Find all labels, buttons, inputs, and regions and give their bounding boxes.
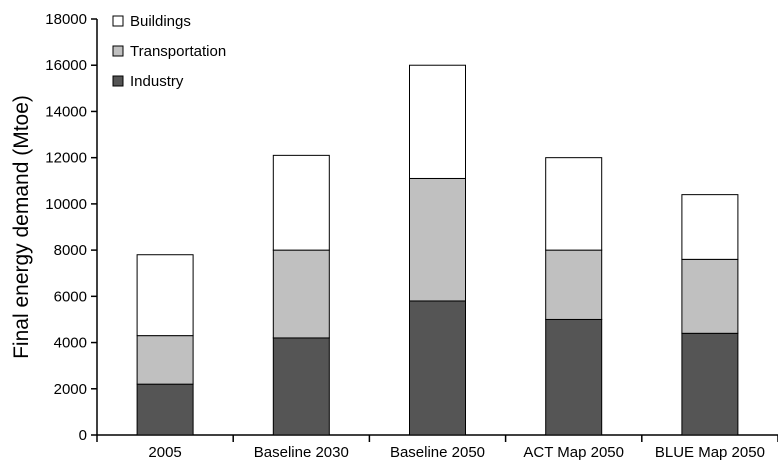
bar-segment-industry bbox=[681, 332, 739, 436]
y-axis-title: Final energy demand (Mtoe) bbox=[10, 95, 33, 359]
x-category-label: BLUE Map 2050 bbox=[655, 444, 765, 461]
legend: Buildings Transportation Industry bbox=[112, 13, 226, 90]
x-category-label: 2005 bbox=[148, 444, 181, 461]
bar-segment-buildings bbox=[272, 154, 330, 251]
y-tick-label: 16000 bbox=[45, 57, 87, 74]
legend-swatch-buildings bbox=[112, 15, 124, 27]
bar-segment-buildings bbox=[409, 64, 466, 179]
x-category-label: Baseline 2050 bbox=[390, 444, 485, 461]
x-category-label: Baseline 2030 bbox=[254, 444, 349, 461]
bar-segment-transportation bbox=[681, 258, 739, 334]
bar-segment-buildings bbox=[681, 194, 739, 260]
bar-segment-industry bbox=[545, 318, 603, 436]
bar-segment-industry bbox=[272, 337, 330, 436]
y-tick-label: 12000 bbox=[45, 150, 87, 167]
y-tick-label: 0 bbox=[79, 427, 87, 444]
legend-swatch-industry bbox=[112, 75, 124, 87]
bars bbox=[136, 64, 739, 436]
y-tick-label: 14000 bbox=[45, 103, 87, 120]
y-tick-label: 18000 bbox=[45, 11, 87, 28]
y-axis: 0 2000 4000 6000 8000 10000 12000 14000 16000 180… bbox=[45, 11, 98, 444]
bar-segment-industry bbox=[409, 300, 466, 436]
bar-segment-buildings bbox=[545, 157, 603, 251]
legend-label-industry: Industry bbox=[130, 73, 184, 90]
x-axis: 2005 Baseline 2030 Baseline 2050 ACT Map 20… bbox=[96, 434, 778, 461]
bar-segment-industry bbox=[136, 383, 194, 436]
bar-segment-transportation bbox=[272, 249, 330, 339]
y-tick-label: 4000 bbox=[54, 335, 87, 352]
y-tick-label: 10000 bbox=[45, 196, 87, 213]
y-tick-label: 8000 bbox=[54, 242, 87, 259]
y-tick-label: 2000 bbox=[54, 381, 87, 398]
bar-segment-transportation bbox=[545, 249, 603, 320]
legend-swatch-transportation bbox=[112, 45, 124, 57]
legend-label-transportation: Transportation bbox=[130, 43, 226, 60]
y-tick-label: 6000 bbox=[54, 288, 87, 305]
bar-segment-transportation bbox=[136, 335, 194, 385]
x-category-label: ACT Map 2050 bbox=[523, 444, 624, 461]
bar-segment-buildings bbox=[136, 254, 194, 337]
bar-segment-transportation bbox=[409, 177, 466, 302]
legend-label-buildings: Buildings bbox=[130, 13, 191, 30]
